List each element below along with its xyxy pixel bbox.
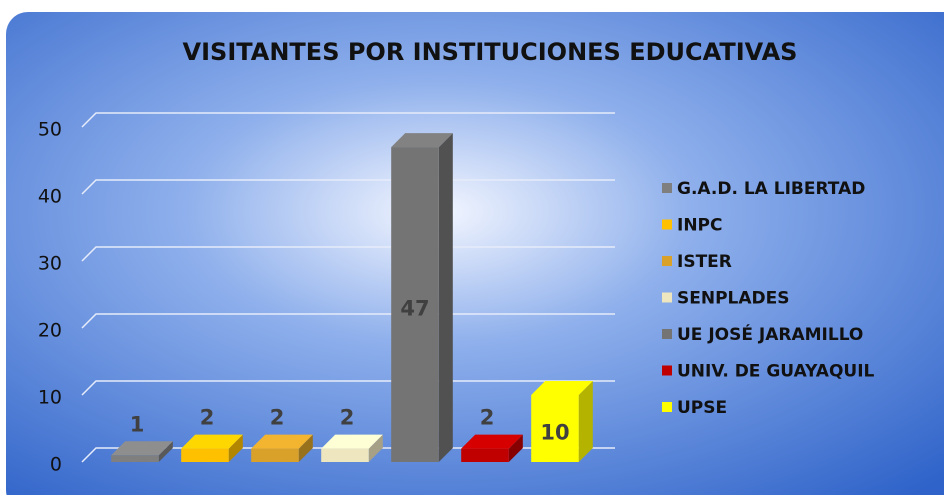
y-tick-label: 30: [38, 253, 62, 275]
data-label: 47: [400, 297, 429, 321]
bar: [251, 448, 299, 462]
bar-top: [391, 133, 453, 148]
y-tick-label: 0: [50, 454, 62, 476]
bar-top: [181, 434, 243, 449]
bar: [181, 448, 229, 462]
bar: [391, 147, 439, 462]
chart-title: VISITANTES POR INSTITUCIONES EDUCATIVAS: [183, 38, 798, 66]
legend-label: UPSE: [677, 398, 727, 418]
bar-side: [438, 133, 453, 462]
bar: [531, 395, 579, 462]
bar-top: [531, 381, 593, 395]
bar-side: [228, 434, 243, 462]
y-tick-label: 20: [38, 320, 62, 342]
legend-label: INPC: [677, 216, 723, 236]
legend-label: ISTER: [677, 252, 732, 272]
data-label: 2: [270, 406, 285, 430]
legend-swatch: [662, 329, 672, 339]
data-label: 2: [480, 406, 495, 430]
grid-line: [81, 112, 615, 128]
bar-top: [461, 434, 523, 449]
legend-swatch: [662, 402, 672, 412]
chart-background: [6, 12, 944, 499]
data-label: 2: [340, 406, 355, 430]
data-label: 10: [540, 421, 569, 445]
bar-top: [111, 441, 173, 456]
bar-side: [508, 434, 523, 462]
bar: [111, 455, 159, 462]
bar-side: [298, 434, 313, 462]
bar-side: [368, 434, 383, 462]
bar-side: [578, 381, 593, 462]
legend-swatch: [662, 219, 672, 230]
legend-label: SENPLADES: [677, 289, 790, 309]
data-label: 2: [200, 406, 215, 430]
legend-swatch: [662, 256, 672, 266]
legend-label: UNIV. DE GUAYAQUIL: [677, 362, 875, 382]
y-tick-label: 10: [38, 387, 62, 409]
bar: [321, 448, 369, 462]
bar-top: [321, 434, 383, 449]
y-tick-label: 40: [38, 186, 62, 208]
bar-top: [251, 434, 313, 449]
bar-side: [158, 441, 173, 462]
y-tick-label: 50: [38, 119, 62, 141]
legend-label: G.A.D. LA LIBERTAD: [677, 179, 865, 199]
legend-label: UE JOSÉ JARAMILLO: [677, 323, 863, 345]
legend-swatch: [662, 292, 672, 303]
data-label: 1: [130, 412, 145, 436]
bar: [461, 448, 509, 462]
legend-swatch: [662, 365, 672, 376]
legend-swatch: [662, 183, 672, 193]
